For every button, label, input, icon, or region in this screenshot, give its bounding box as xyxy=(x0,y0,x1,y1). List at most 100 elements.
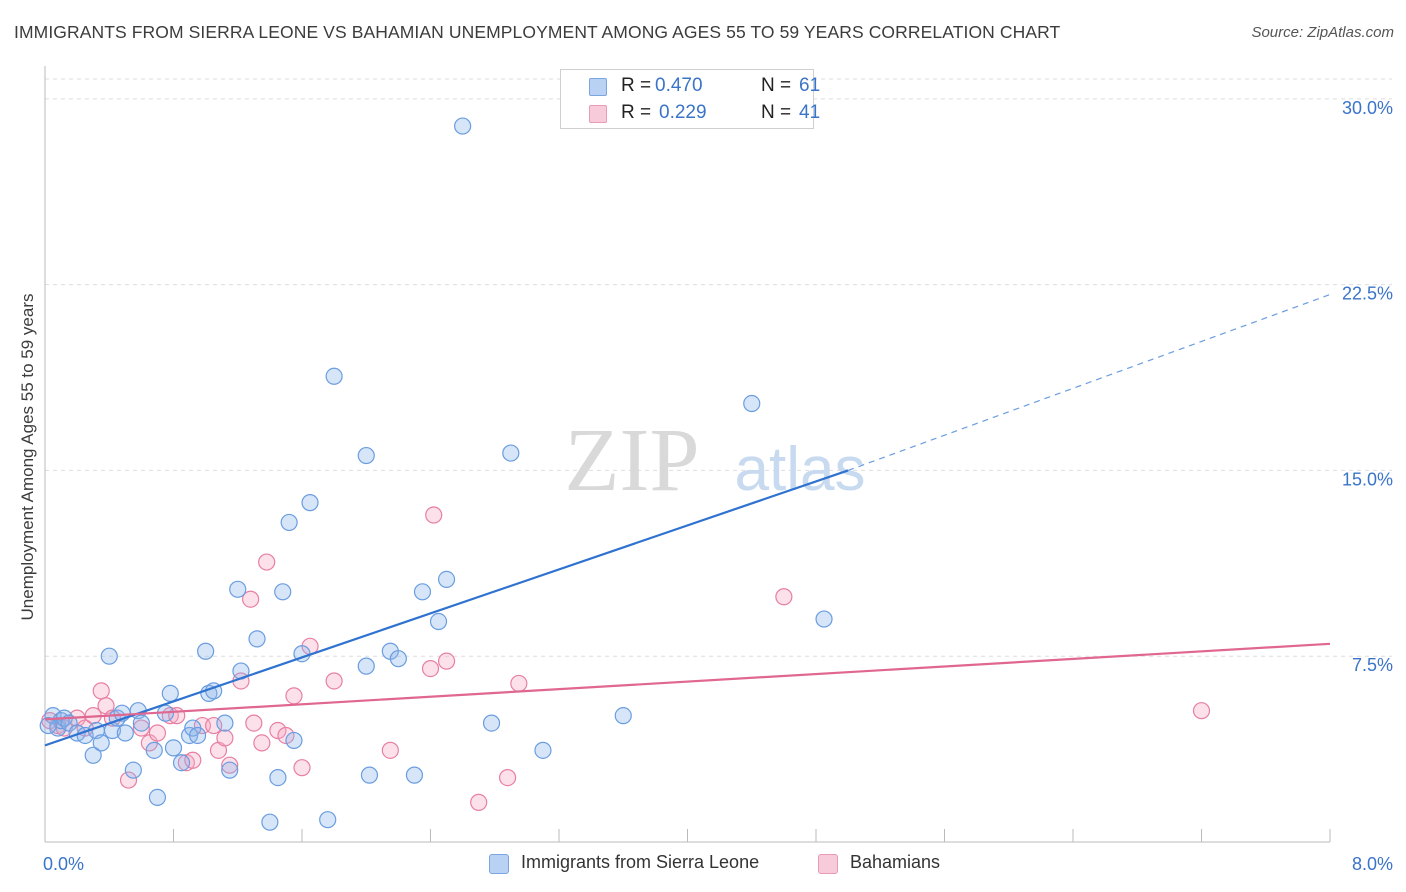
legend-series-label: Bahamians xyxy=(850,852,941,872)
sierra-leone-point xyxy=(200,684,218,702)
watermark-zip: ZIP xyxy=(565,411,700,510)
bahamian-point xyxy=(425,506,443,524)
sierra-leone-point xyxy=(84,746,102,764)
y-tick-label: 7.5% xyxy=(1352,655,1393,675)
y-axis-label: Unemployment Among Ages 55 to 59 years xyxy=(18,293,37,621)
sierra-leone-point xyxy=(229,580,247,598)
bahamian-point xyxy=(285,687,303,705)
sierra-leone-point xyxy=(269,768,287,787)
bahamian-point xyxy=(184,751,202,769)
bahamian-point xyxy=(205,716,223,735)
sierra-leone-point xyxy=(132,714,150,732)
source-credit: Source: ZipAtlas.com xyxy=(1251,24,1394,41)
legend-r-label: R = xyxy=(621,75,652,96)
sierra-leone-point xyxy=(614,707,632,725)
bahamian-point xyxy=(258,553,276,571)
sierra-leone-point xyxy=(743,394,761,413)
sierra-leone-point xyxy=(405,766,424,784)
bahamian-point xyxy=(92,682,110,700)
sierra-leone-point xyxy=(188,726,207,745)
bahamian-point xyxy=(1192,702,1211,720)
correlation-legend: R = 0.470 N = 61 R = 0.229 N = 41 xyxy=(560,69,820,129)
sierra-leone-point xyxy=(325,367,343,385)
legend-swatch-blue xyxy=(489,854,509,874)
sierra-leone-point xyxy=(92,734,110,752)
legend-r-value: 0.470 xyxy=(655,75,703,96)
x-tick-label: 8.0% xyxy=(1352,854,1393,874)
trend-lines xyxy=(44,293,1331,747)
sierra-leone-point xyxy=(124,761,142,779)
bahamian-point xyxy=(381,741,399,759)
sierra-leone-point xyxy=(482,714,501,732)
sierra-leone-points xyxy=(39,117,833,831)
legend-swatch-pink xyxy=(589,105,607,123)
sierra-leone-point xyxy=(285,731,303,750)
bahamian-point xyxy=(216,729,234,747)
sierra-leone-point xyxy=(248,630,266,648)
legend-swatch-blue xyxy=(589,78,607,96)
grid-lines xyxy=(45,78,1392,657)
bahamian-point xyxy=(148,724,167,742)
sierra-leone-point xyxy=(116,724,134,742)
sierra-leone-point xyxy=(197,642,215,660)
bahamian-point xyxy=(245,714,263,732)
sierra-leone-point xyxy=(221,761,239,779)
legend-n-label: N = xyxy=(761,102,792,123)
y-tick-label: 30.0% xyxy=(1342,98,1393,118)
bahamian-point xyxy=(437,652,456,670)
sierra-leone-point xyxy=(161,684,179,702)
y-tick-label: 15.0% xyxy=(1342,469,1393,489)
bahamian-point xyxy=(242,590,260,608)
sierra-leone-point xyxy=(100,647,118,665)
watermark-atlas: atlas xyxy=(735,435,866,504)
sierra-leone-point xyxy=(164,739,183,757)
bahamian-point xyxy=(253,734,271,752)
sierra-leone-point xyxy=(319,811,337,829)
bahamian-point xyxy=(221,756,239,774)
x-tick-label: 0.0% xyxy=(43,854,84,874)
legend-swatch-pink xyxy=(818,854,838,874)
bahamian-point xyxy=(470,793,488,811)
bahamian-point xyxy=(510,674,528,693)
sierra-leone-point xyxy=(172,754,191,772)
legend-n-value: 61 xyxy=(799,75,821,96)
y-tick-label: 22.5% xyxy=(1342,284,1393,304)
legend-n-label: N = xyxy=(761,75,792,96)
sierra-leone-point xyxy=(502,444,520,462)
sierra-leone-point xyxy=(429,612,448,631)
sierra-leone-trend-line xyxy=(44,469,849,747)
legend-r-label: R = xyxy=(621,102,652,123)
sierra-leone-point xyxy=(301,494,319,512)
bahamian-point xyxy=(119,771,138,789)
sierra-leone-point xyxy=(437,570,456,589)
sierra-leone-point xyxy=(39,716,57,735)
sierra-leone-point xyxy=(261,813,279,831)
bahamian-point xyxy=(293,759,311,777)
sierra-leone-point xyxy=(413,583,432,601)
sierra-leone-point xyxy=(815,610,833,628)
bahamian-point xyxy=(499,768,517,787)
sierra-leone-point xyxy=(454,117,472,135)
bahamian-point xyxy=(775,588,793,606)
sierra-leone-point xyxy=(280,513,298,532)
bahamian-point xyxy=(325,672,343,690)
sierra-leone-point xyxy=(534,741,552,759)
sierra-leone-point xyxy=(274,583,292,601)
bahamians-trend-line xyxy=(44,642,1331,721)
sierra-leone-point xyxy=(389,650,407,668)
bahamian-point xyxy=(132,719,150,737)
legend-n-value: 41 xyxy=(799,102,821,123)
tick-labels: 7.5% 15.0% 22.5% 30.0% 0.0% 8.0% xyxy=(43,98,1393,874)
bahamian-point xyxy=(421,659,440,678)
sierra-leone-trend-extension xyxy=(847,293,1331,471)
sierra-leone-point xyxy=(357,446,375,465)
sierra-leone-point xyxy=(360,766,379,784)
sierra-leone-point xyxy=(357,657,375,675)
bahamians-points xyxy=(41,506,1211,811)
sierra-leone-point xyxy=(148,788,167,807)
sierra-leone-point xyxy=(216,714,234,732)
chart-title: IMMIGRANTS FROM SIERRA LEONE VS BAHAMIAN… xyxy=(14,22,1061,42)
sierra-leone-point xyxy=(145,741,163,759)
legend-r-value: 0.229 xyxy=(659,102,707,123)
